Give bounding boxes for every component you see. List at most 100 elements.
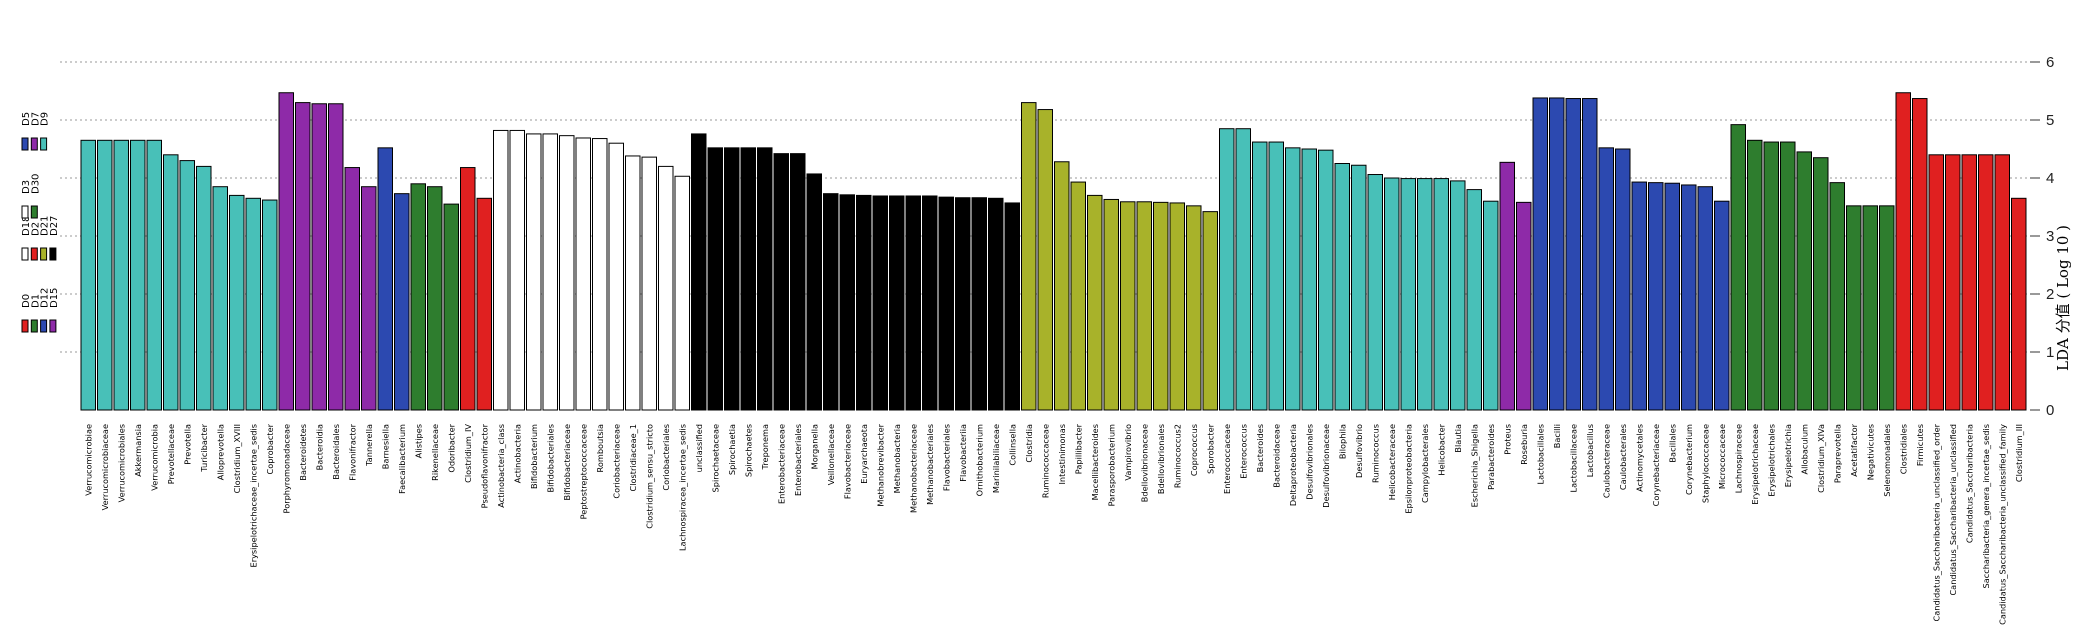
category-label: Blautia bbox=[1453, 424, 1463, 453]
category-label: Flavobacteriia bbox=[958, 424, 968, 482]
category-label: Pseudoflavonifractor bbox=[479, 423, 489, 508]
bar bbox=[1252, 141, 1268, 411]
legend-swatch bbox=[21, 247, 29, 261]
bar bbox=[1615, 148, 1631, 411]
legend-label: D9 bbox=[40, 112, 51, 126]
category-label: Lactobacillus bbox=[1585, 424, 1595, 477]
bar bbox=[1730, 124, 1746, 411]
bar bbox=[922, 195, 938, 411]
category-label: Prevotella bbox=[182, 424, 192, 465]
category-label: Coriobacteriales bbox=[661, 424, 671, 491]
bar bbox=[1796, 151, 1812, 411]
category-label: Spirochaetia bbox=[727, 424, 737, 475]
category-label: Verrucomicrobiales bbox=[116, 424, 126, 502]
bar bbox=[1186, 205, 1202, 411]
category-label: Peptostreptococcaceae bbox=[578, 424, 588, 519]
bar bbox=[344, 167, 360, 411]
category-label: Ruminococcus bbox=[1370, 424, 1380, 483]
category-label: Marinilabiliaceae bbox=[991, 424, 1001, 493]
category-label: Bilophila bbox=[1337, 424, 1347, 459]
legend-swatch bbox=[49, 247, 57, 261]
category-label: Lactobacillaceae bbox=[1568, 424, 1578, 492]
legend-label: D2 bbox=[30, 222, 41, 236]
bar bbox=[1846, 205, 1862, 411]
category-label: Lachnospiraceae bbox=[1733, 424, 1743, 493]
category-label: Flavonifractor bbox=[347, 423, 357, 480]
bar bbox=[872, 195, 888, 411]
bar bbox=[1054, 161, 1070, 411]
bar bbox=[1301, 148, 1317, 411]
bar bbox=[1120, 201, 1136, 411]
category-label: Candidatus_Saccharibacteria_unclassified… bbox=[1997, 424, 2007, 625]
category-label: Turicibacter bbox=[199, 423, 209, 472]
legend-label: D30 bbox=[30, 174, 41, 194]
bar bbox=[443, 203, 459, 411]
bar bbox=[1384, 177, 1400, 411]
bar bbox=[146, 139, 162, 411]
bar bbox=[163, 154, 179, 411]
legend-swatch bbox=[30, 137, 38, 151]
bar bbox=[724, 147, 740, 411]
category-label: Clostridium_III bbox=[2014, 424, 2024, 482]
bar bbox=[757, 147, 773, 411]
category-label: Campylobacterales bbox=[1420, 424, 1430, 503]
category-label: Proteus bbox=[1502, 424, 1512, 455]
bar bbox=[1582, 98, 1598, 411]
bar bbox=[1004, 202, 1020, 411]
bar bbox=[691, 133, 707, 411]
bar bbox=[938, 196, 954, 411]
category-label: Spirochaetaceae bbox=[710, 424, 720, 492]
bar bbox=[1681, 184, 1697, 411]
category-label: Tannerella bbox=[364, 424, 374, 467]
legend-label: D21 bbox=[40, 216, 51, 236]
bar bbox=[707, 147, 723, 411]
category-label: Bifidobacteriales bbox=[545, 424, 555, 492]
bar bbox=[130, 139, 146, 411]
y-tick-label: 2 bbox=[2046, 286, 2054, 303]
bar bbox=[1450, 180, 1466, 411]
bar bbox=[1021, 102, 1037, 411]
legend-swatch bbox=[40, 319, 48, 333]
bar bbox=[1697, 186, 1713, 411]
category-label: Methanobacteria bbox=[892, 424, 902, 493]
bar bbox=[1945, 154, 1961, 411]
bar bbox=[262, 199, 278, 411]
category-label: Escherichia_Shigella bbox=[1469, 424, 1479, 507]
category-label: Selenomonadales bbox=[1882, 424, 1892, 497]
bar bbox=[1598, 147, 1614, 411]
category-label: Akkermansia bbox=[133, 424, 143, 477]
bar bbox=[1070, 181, 1086, 411]
category-label: Bacilli bbox=[1552, 424, 1562, 448]
category-label: Euryarchaeota bbox=[859, 424, 869, 484]
bar bbox=[476, 197, 492, 411]
category-label: Porphyromonadaceae bbox=[281, 424, 291, 513]
bar bbox=[542, 133, 558, 411]
bar bbox=[1648, 182, 1664, 411]
legend-swatch bbox=[21, 205, 29, 219]
bar bbox=[1169, 202, 1185, 411]
bar bbox=[361, 186, 377, 411]
legend-swatch bbox=[49, 319, 57, 333]
category-label: Verrucomicrobiae bbox=[83, 424, 93, 496]
category-label: Roseburia bbox=[1519, 424, 1529, 465]
category-label: Negativicutes bbox=[1865, 424, 1875, 480]
bar bbox=[856, 194, 872, 411]
bar bbox=[1367, 174, 1383, 411]
y-tick-label: 6 bbox=[2046, 54, 2054, 71]
bar bbox=[1532, 97, 1548, 411]
category-label: Parabacteroides bbox=[1486, 424, 1496, 490]
bar bbox=[971, 197, 987, 411]
bar bbox=[790, 153, 806, 411]
category-label: Saccharibacteria_genera_incertae_sedis bbox=[1981, 424, 1991, 589]
bar bbox=[889, 195, 905, 411]
bar bbox=[113, 139, 129, 411]
category-label: Helicobacteraceae bbox=[1387, 424, 1397, 500]
bar bbox=[229, 194, 245, 411]
category-label: Clostridium_XIVa bbox=[1816, 424, 1826, 493]
category-label: Actinomycetales bbox=[1634, 424, 1644, 492]
legend-swatch bbox=[30, 319, 38, 333]
bar bbox=[493, 129, 509, 411]
bar bbox=[1153, 201, 1169, 411]
category-label: Clostridium_XVIII bbox=[232, 424, 242, 493]
category-label: Bdellovibrionaceae bbox=[1139, 424, 1149, 502]
